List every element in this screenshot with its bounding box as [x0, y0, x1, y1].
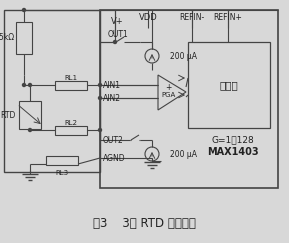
- Text: 12.5kΩ: 12.5kΩ: [0, 34, 14, 43]
- Text: G=1－128: G=1－128: [212, 136, 254, 145]
- Circle shape: [99, 84, 101, 87]
- Text: RL3: RL3: [55, 170, 68, 176]
- Text: RTD: RTD: [1, 111, 16, 120]
- Text: AGND: AGND: [103, 154, 126, 163]
- Text: 200 μA: 200 μA: [170, 52, 197, 61]
- Text: 调制器: 调制器: [220, 80, 238, 90]
- Bar: [19, 101, 41, 129]
- Bar: [188, 42, 270, 128]
- Bar: [46, 156, 78, 165]
- Bar: [100, 10, 278, 188]
- Bar: [55, 80, 87, 89]
- Circle shape: [23, 9, 25, 11]
- Text: AIN1: AIN1: [103, 80, 121, 89]
- Text: 200 μA: 200 μA: [170, 149, 197, 158]
- Bar: [4, 10, 100, 172]
- Text: VDD: VDD: [139, 14, 158, 23]
- Text: RL1: RL1: [64, 75, 77, 81]
- Circle shape: [29, 129, 32, 131]
- Circle shape: [99, 96, 101, 99]
- Text: V+: V+: [111, 17, 123, 26]
- Bar: [16, 22, 32, 54]
- Text: PGA: PGA: [161, 92, 175, 98]
- Text: +: +: [165, 83, 171, 92]
- Circle shape: [23, 84, 25, 87]
- Text: RL2: RL2: [64, 120, 77, 126]
- Circle shape: [29, 84, 32, 87]
- Text: AIN2: AIN2: [103, 94, 121, 103]
- Text: REFIN-: REFIN-: [179, 14, 205, 23]
- Bar: [55, 125, 87, 134]
- Text: 图3    3线 RTD 应用电路: 图3 3线 RTD 应用电路: [93, 217, 196, 229]
- Text: REFIN+: REFIN+: [214, 14, 242, 23]
- Text: MAX1403: MAX1403: [207, 147, 259, 157]
- Text: OUT1: OUT1: [108, 30, 129, 39]
- Text: OUT2: OUT2: [103, 136, 124, 145]
- Circle shape: [114, 41, 116, 43]
- Circle shape: [99, 129, 101, 131]
